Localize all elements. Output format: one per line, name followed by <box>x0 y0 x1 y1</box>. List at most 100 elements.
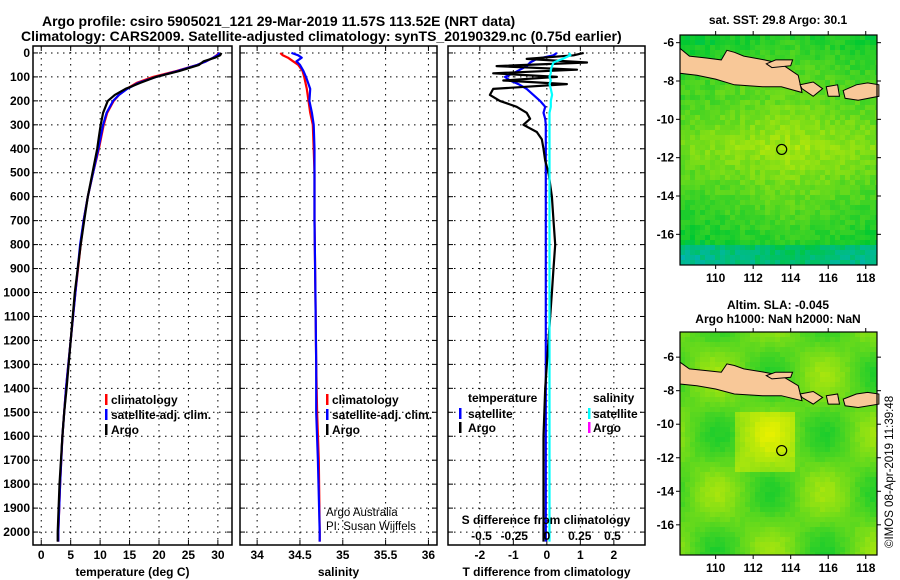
map-cell <box>690 140 695 145</box>
map-cell <box>725 407 730 412</box>
map-cell <box>850 507 855 512</box>
map-cell <box>840 60 845 65</box>
map-cell <box>875 165 877 170</box>
map-cell <box>830 55 835 60</box>
map-cell <box>820 432 825 437</box>
map-cell <box>780 115 785 120</box>
map-cell <box>780 487 785 492</box>
map-cell <box>815 487 820 492</box>
map-cell <box>855 215 860 220</box>
map-cell <box>865 200 870 205</box>
map-cell <box>765 427 770 432</box>
map-cell <box>855 417 860 422</box>
map-cell <box>695 45 700 50</box>
series-line-temperature-satellite <box>503 52 558 542</box>
map-cell <box>870 462 875 467</box>
map-cell <box>680 517 685 522</box>
map-cell <box>875 487 877 492</box>
map-cell <box>755 422 760 427</box>
map-cell <box>690 522 695 527</box>
map-cell <box>865 532 870 537</box>
map-cell <box>830 135 835 140</box>
map-cell <box>735 522 740 527</box>
map-cell <box>855 427 860 432</box>
map-cell <box>750 115 755 120</box>
map-cell <box>710 250 715 255</box>
map-cell <box>860 437 865 442</box>
map-cell <box>730 140 735 145</box>
map-cell <box>750 427 755 432</box>
map-cell <box>740 195 745 200</box>
map-cell <box>760 225 765 230</box>
map-cell <box>715 210 720 215</box>
map-cell <box>680 502 685 507</box>
map-cell <box>680 422 685 427</box>
map-cell <box>690 442 695 447</box>
map-cell <box>745 417 750 422</box>
map-cell <box>870 220 875 225</box>
map-cell <box>845 467 850 472</box>
x-tick-label: 35 <box>336 548 350 562</box>
map-cell <box>700 260 705 265</box>
map-cell <box>730 432 735 437</box>
map-cell <box>785 367 790 372</box>
map-cell <box>870 432 875 437</box>
map-cell <box>770 437 775 442</box>
map-cell <box>790 230 795 235</box>
map-cell <box>725 397 730 402</box>
map-cell <box>700 432 705 437</box>
map-cell <box>870 160 875 165</box>
map-cell <box>765 125 770 130</box>
map-cell <box>840 235 845 240</box>
map-cell <box>875 190 877 195</box>
map-cell <box>875 120 877 125</box>
map-cell <box>700 532 705 537</box>
map-cell <box>690 230 695 235</box>
map-cell <box>875 75 877 80</box>
map-cell <box>710 422 715 427</box>
map-cell <box>765 487 770 492</box>
map-cell <box>690 100 695 105</box>
map-cell <box>685 135 690 140</box>
map-cell <box>855 527 860 532</box>
map-cell <box>685 362 690 367</box>
map-cell <box>785 477 790 482</box>
map-cell <box>760 457 765 462</box>
map-cell <box>755 190 760 195</box>
map-cell <box>770 487 775 492</box>
map-cell <box>730 502 735 507</box>
map-cell <box>755 45 760 50</box>
map-cell <box>775 477 780 482</box>
map-cell <box>855 75 860 80</box>
map-cell <box>680 402 685 407</box>
map-cell <box>690 200 695 205</box>
map-cell <box>700 90 705 95</box>
map-cell <box>730 110 735 115</box>
map-cell <box>690 497 695 502</box>
map-cell <box>710 402 715 407</box>
map-cell <box>850 235 855 240</box>
map-cell <box>740 417 745 422</box>
map-cell <box>725 502 730 507</box>
map-cell <box>685 95 690 100</box>
map-cell <box>695 482 700 487</box>
map-cell <box>685 412 690 417</box>
map-cell <box>720 457 725 462</box>
map-cell <box>735 492 740 497</box>
map-cell <box>785 362 790 367</box>
map-cell <box>690 457 695 462</box>
map-cell <box>790 55 795 60</box>
map-cell <box>765 90 770 95</box>
map-cell <box>710 230 715 235</box>
map-cell <box>710 160 715 165</box>
x2-tick-label: 0 <box>544 529 551 543</box>
map-cell <box>780 190 785 195</box>
map-cell <box>685 185 690 190</box>
map-cell <box>875 145 877 150</box>
map-cell <box>840 180 845 185</box>
map-cell <box>870 170 875 175</box>
map-cell <box>745 467 750 472</box>
map-cell <box>845 130 850 135</box>
map-cell <box>740 245 745 250</box>
map-cell <box>720 392 725 397</box>
